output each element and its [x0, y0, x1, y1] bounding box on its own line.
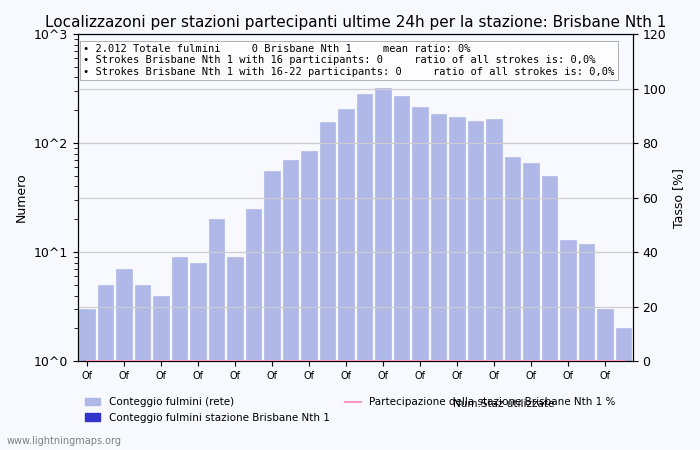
- Bar: [468, 121, 484, 450]
- Bar: [375, 88, 391, 450]
- Bar: [209, 219, 224, 450]
- Bar: [172, 257, 188, 450]
- Bar: [560, 240, 576, 450]
- Bar: [79, 309, 95, 450]
- Bar: [134, 285, 150, 450]
- Bar: [320, 122, 335, 450]
- Bar: [264, 171, 280, 450]
- Bar: [430, 114, 447, 450]
- Bar: [412, 107, 428, 450]
- Y-axis label: Numero: Numero: [15, 173, 28, 222]
- Legend: Conteggio fulmini (rete), Conteggio fulmini stazione Brisbane Nth 1, Partecipazi: Conteggio fulmini (rete), Conteggio fulm…: [80, 393, 620, 427]
- Bar: [597, 309, 613, 450]
- Bar: [505, 157, 520, 450]
- Text: • 2.012 Totale fulmini     0 Brisbane Nth 1     mean ratio: 0%
• Strokes Brisban: • 2.012 Totale fulmini 0 Brisbane Nth 1 …: [83, 44, 615, 77]
- Bar: [116, 269, 132, 450]
- Bar: [190, 263, 206, 450]
- Text: Num.Staz utilizzate: Num.Staz utilizzate: [454, 399, 554, 409]
- Bar: [283, 160, 298, 450]
- Bar: [393, 96, 410, 450]
- Bar: [301, 151, 317, 450]
- Bar: [153, 296, 169, 450]
- Bar: [227, 257, 243, 450]
- Bar: [246, 209, 261, 450]
- Bar: [579, 243, 594, 450]
- Text: www.lightningmaps.org: www.lightningmaps.org: [7, 436, 122, 446]
- Bar: [542, 176, 557, 450]
- Bar: [449, 117, 465, 450]
- Y-axis label: Tasso [%]: Tasso [%]: [672, 168, 685, 228]
- Title: Localizzazoni per stazioni partecipanti ultime 24h per la stazione: Brisbane Nth: Localizzazoni per stazioni partecipanti …: [45, 15, 666, 30]
- Bar: [486, 119, 502, 450]
- Bar: [523, 163, 539, 450]
- Bar: [338, 109, 354, 450]
- Bar: [616, 328, 631, 450]
- Bar: [97, 285, 113, 450]
- Bar: [356, 94, 372, 450]
